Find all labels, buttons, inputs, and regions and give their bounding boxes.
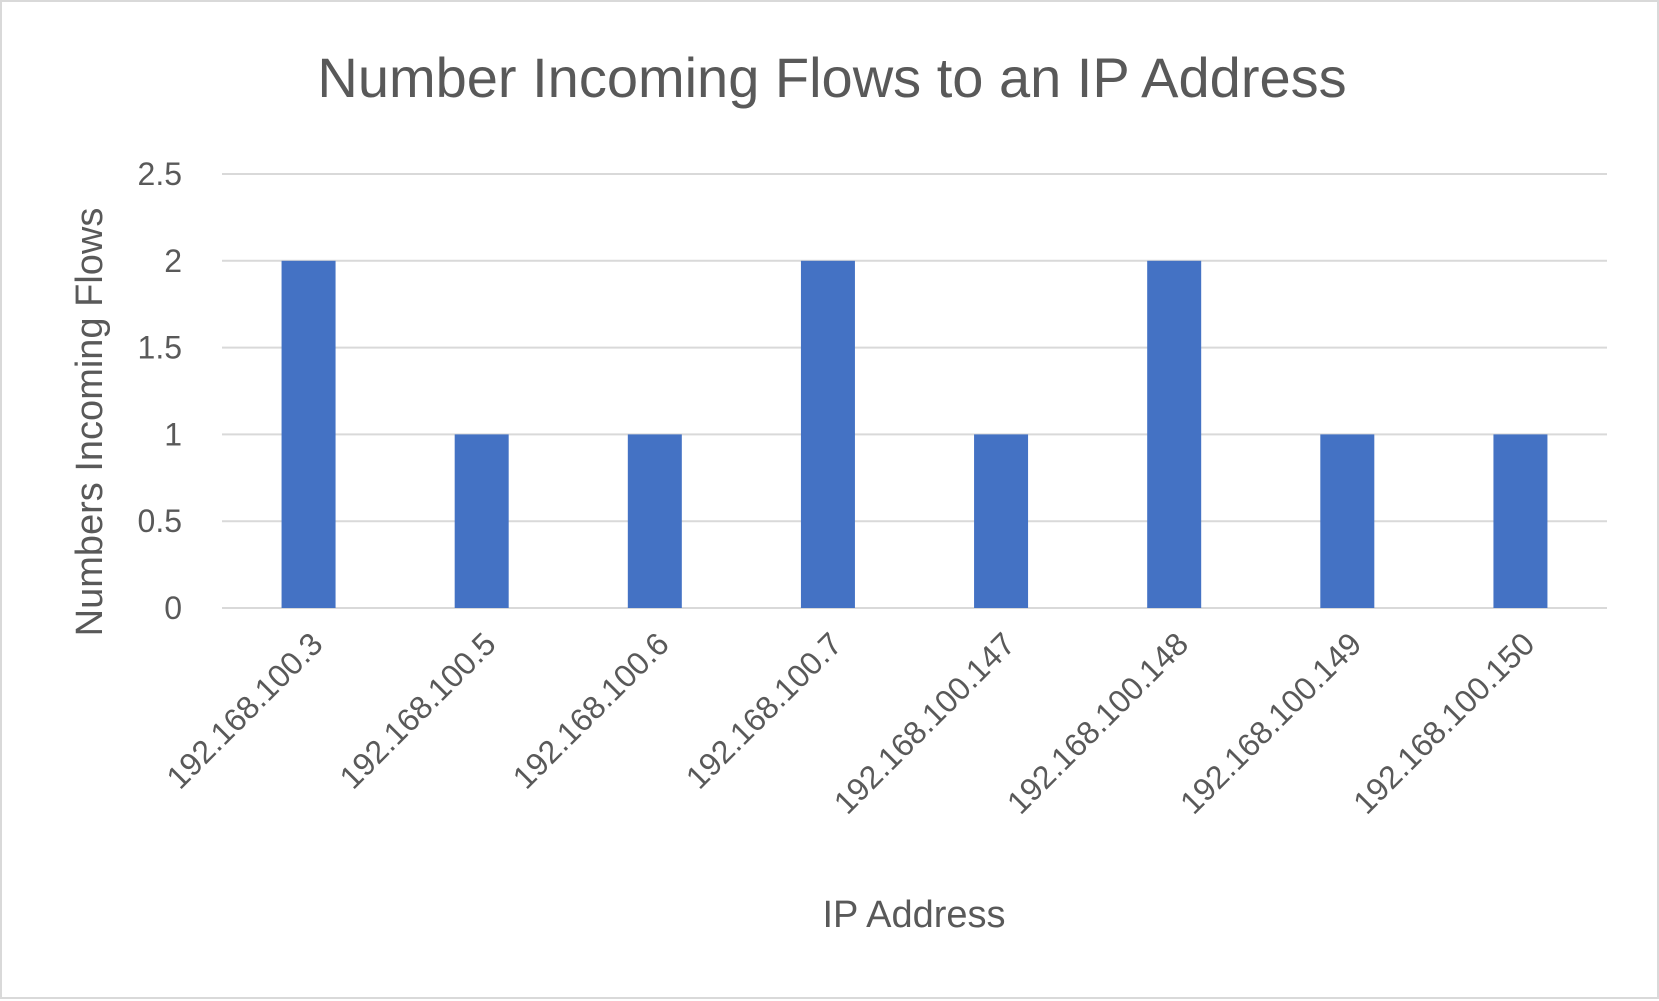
x-axis-title: IP Address <box>822 894 1005 936</box>
x-category-label: 192.168.100.7 <box>679 625 849 795</box>
y-tick-label: 1 <box>164 416 182 452</box>
x-category-label: 192.168.100.3 <box>159 625 329 795</box>
y-tick-label: 1.5 <box>138 330 182 366</box>
x-category-label: 192.168.100.5 <box>332 625 502 795</box>
bar <box>627 434 682 608</box>
bar <box>1147 260 1202 608</box>
y-tick-label: 0 <box>164 590 182 626</box>
x-category-label: 192.168.100.149 <box>1173 625 1368 820</box>
x-axis-categories: 192.168.100.3 192.168.100.5 192.168.100.6 1… <box>159 625 1541 820</box>
x-category-label: 192.168.100.150 <box>1346 625 1541 820</box>
y-tick-label: 2.5 <box>138 156 182 192</box>
x-category-label: 192.168.100.6 <box>506 625 676 795</box>
y-tick-label: 2 <box>164 243 182 279</box>
x-category-label: 192.168.100.148 <box>1000 625 1195 820</box>
bar <box>974 434 1029 608</box>
y-axis-title: Numbers Incoming Flows <box>69 208 111 637</box>
bar <box>1493 434 1548 608</box>
x-category-label: 192.168.100.147 <box>827 625 1022 820</box>
y-axis-ticks: 0 0.5 1 1.5 2 2.5 <box>138 156 182 626</box>
gridlines <box>222 173 1607 609</box>
chart-title: Number Incoming Flows to an IP Address <box>317 46 1346 109</box>
y-tick-label: 0.5 <box>138 503 182 539</box>
bars <box>281 260 1548 608</box>
bar <box>454 434 509 608</box>
bar <box>281 260 336 608</box>
bar <box>1320 434 1375 608</box>
bar <box>800 260 855 608</box>
